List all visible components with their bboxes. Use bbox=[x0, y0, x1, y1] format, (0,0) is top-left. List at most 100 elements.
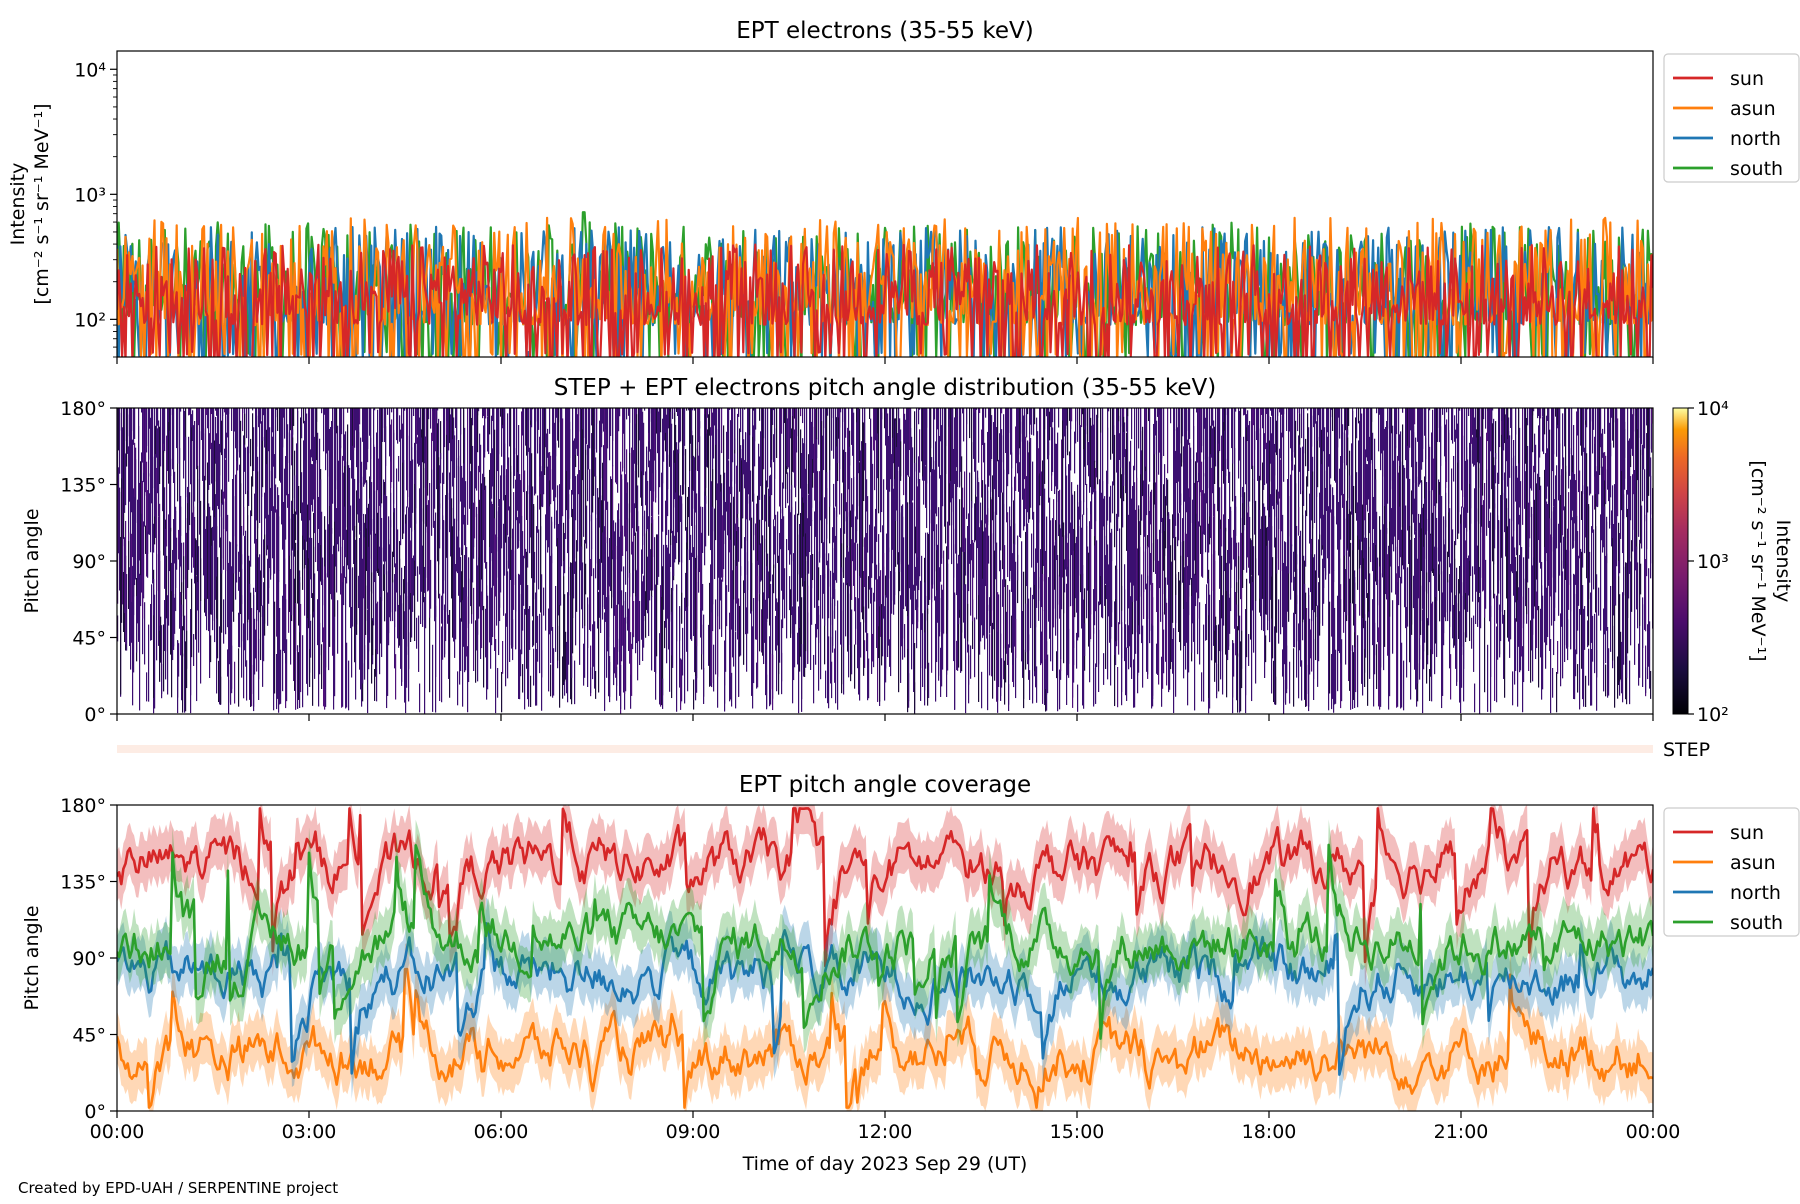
pad-cell bbox=[779, 533, 780, 663]
pad-cell bbox=[860, 622, 861, 657]
pad-cell bbox=[777, 512, 778, 563]
pad-cell bbox=[1215, 408, 1216, 466]
pad-cell bbox=[280, 650, 281, 704]
pad-cell bbox=[1103, 653, 1104, 685]
pad-cell bbox=[539, 614, 540, 673]
pad-cell bbox=[681, 593, 682, 624]
pad-cell bbox=[818, 615, 819, 643]
pad-cell bbox=[1613, 408, 1614, 448]
pad-cell bbox=[390, 493, 391, 621]
pad-cell bbox=[449, 610, 450, 698]
pad-cell bbox=[772, 408, 773, 425]
pad-cell bbox=[702, 507, 703, 553]
pad-cell bbox=[431, 470, 432, 536]
pad-cell bbox=[1234, 408, 1235, 498]
pad-cell bbox=[1528, 588, 1529, 671]
pad-cell bbox=[1532, 408, 1533, 452]
pad-cell bbox=[737, 414, 738, 514]
pad-cell bbox=[418, 616, 419, 672]
colorbar-tick-label: 10⁴ bbox=[1697, 398, 1729, 420]
pad-cell bbox=[1407, 567, 1408, 626]
pad-cell bbox=[1638, 408, 1639, 438]
panel2-ytick-label: 180° bbox=[60, 398, 106, 420]
pad-cell bbox=[223, 501, 224, 529]
pad-cell bbox=[564, 533, 565, 573]
pad-cell bbox=[926, 408, 927, 483]
pad-cell bbox=[991, 415, 992, 459]
pad-cell bbox=[627, 518, 628, 559]
pad-cell bbox=[372, 621, 373, 655]
pad-cell bbox=[496, 537, 497, 626]
pad-cell bbox=[1446, 419, 1447, 482]
panel4-xtick-label: 00:00 bbox=[90, 1121, 145, 1143]
pad-cell bbox=[1306, 608, 1307, 706]
pad-cell bbox=[854, 645, 855, 689]
pad-cell bbox=[583, 408, 584, 438]
pad-cell bbox=[1556, 672, 1557, 712]
legend-label-south: south bbox=[1730, 912, 1783, 934]
pad-cell bbox=[919, 479, 920, 576]
pad-cell bbox=[1305, 439, 1306, 466]
pad-cell bbox=[341, 408, 342, 434]
pad-cell bbox=[1163, 630, 1164, 674]
pad-cell bbox=[1570, 521, 1571, 649]
pad-cell bbox=[1365, 621, 1366, 658]
pad-cell bbox=[160, 408, 161, 466]
panel2-ytick-label: 0° bbox=[84, 704, 106, 726]
pad-cell bbox=[1116, 569, 1117, 640]
pad-cell bbox=[1111, 600, 1112, 627]
pad-cell bbox=[1029, 670, 1030, 700]
pad-cell bbox=[655, 470, 656, 502]
panel4-y-axis: 0°45°90°135°180° bbox=[60, 795, 117, 1123]
pad-cell bbox=[943, 551, 944, 634]
pad-cell bbox=[1582, 485, 1583, 567]
pad-cell bbox=[975, 408, 976, 495]
pad-cell bbox=[1292, 408, 1293, 452]
pad-cell bbox=[643, 423, 644, 475]
pad-cell bbox=[1020, 422, 1021, 538]
pad-cell bbox=[763, 410, 764, 439]
pad-cell bbox=[1161, 408, 1162, 458]
pad-cell bbox=[747, 496, 748, 634]
pad-cell bbox=[1317, 437, 1318, 487]
pad-cell bbox=[1362, 618, 1363, 695]
pad-cell bbox=[705, 496, 706, 547]
pad-cell bbox=[1283, 408, 1284, 482]
pad-cell bbox=[1107, 428, 1108, 484]
pad-cell bbox=[1231, 538, 1232, 570]
panel1-plot-area bbox=[117, 212, 1653, 369]
pad-cell bbox=[731, 673, 732, 707]
pad-cell bbox=[222, 408, 223, 416]
colorbar-label-line2: [cm⁻² s⁻¹ sr⁻¹ MeV⁻¹] bbox=[1747, 460, 1769, 661]
pad-cell bbox=[1350, 603, 1351, 710]
pad-cell bbox=[833, 408, 834, 459]
pad-cell bbox=[987, 605, 988, 710]
pad-cell bbox=[553, 648, 554, 695]
pad-cell bbox=[1579, 470, 1580, 558]
pad-cell bbox=[412, 459, 413, 512]
pad-cell bbox=[1237, 626, 1238, 656]
pad-cell bbox=[596, 408, 597, 424]
pad-cell bbox=[1241, 631, 1242, 688]
pad-cell bbox=[835, 630, 836, 703]
pad-cell bbox=[1031, 534, 1032, 568]
pad-cell bbox=[679, 606, 680, 641]
pad-cell bbox=[134, 408, 135, 439]
pad-cell bbox=[658, 516, 659, 577]
pad-cell bbox=[277, 408, 278, 431]
pad-cell bbox=[1502, 493, 1503, 624]
pad-cell bbox=[1265, 635, 1266, 662]
pad-cell bbox=[575, 476, 576, 520]
pad-cell bbox=[869, 408, 870, 419]
panel4-ytick-label: 0° bbox=[84, 1101, 106, 1123]
panel4-xtick-label: 18:00 bbox=[1242, 1121, 1297, 1143]
pad-cell bbox=[154, 595, 155, 709]
pad-cell bbox=[1523, 557, 1524, 682]
pad-cell bbox=[144, 602, 145, 664]
pad-cell bbox=[1274, 451, 1275, 547]
pad-cell bbox=[970, 645, 971, 678]
pad-cell bbox=[1583, 408, 1584, 420]
panel4-ytick-label: 90° bbox=[72, 948, 106, 970]
pad-cell bbox=[1598, 588, 1599, 616]
